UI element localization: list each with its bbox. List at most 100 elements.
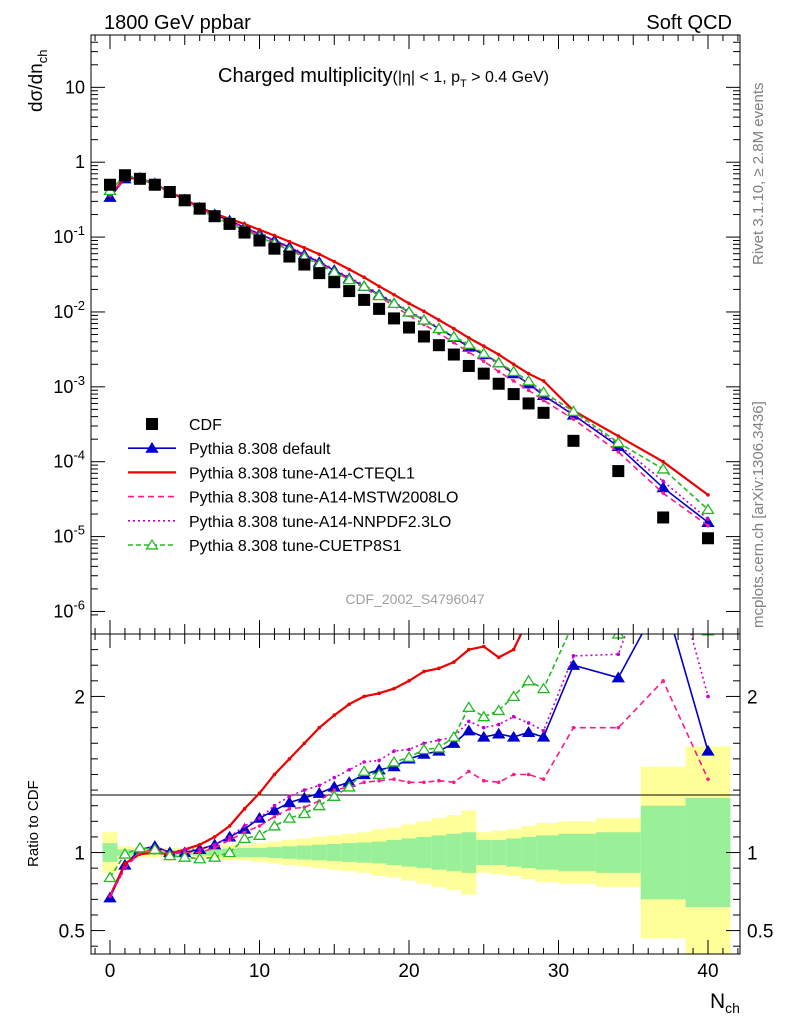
x-tick-label: 10 <box>249 961 270 982</box>
ratio-point-pythia-8-308-tune-a14-cteql1 <box>452 660 456 664</box>
main-cdf-point <box>567 434 580 447</box>
main-point-pythia-8-308-tune-a14-mstw2008lo <box>467 350 471 355</box>
ratio-point-pythia-8-308-default <box>658 590 669 599</box>
main-cdf-point <box>253 234 266 247</box>
ratio-point-pythia-8-308-tune-a14-mstw2008lo <box>377 778 381 783</box>
ratio-point-pythia-8-308-tune-a14-mstw2008lo <box>526 772 531 777</box>
ratio-point-pythia-8-308-tune-cuetp8s1 <box>372 768 386 780</box>
ratio-point-pythia-8-308-tune-a14-mstw2008lo <box>242 830 247 835</box>
ratio-point-pythia-8-308-tune-a14-cteql1 <box>272 772 277 777</box>
ratio-point-pythia-8-308-tune-cuetp8s1 <box>133 841 147 853</box>
ratio-point-pythia-8-308-default <box>611 671 625 683</box>
ratio-point-pythia-8-308-tune-a14-mstw2008lo <box>332 788 337 792</box>
ratio-point-pythia-8-308-tune-a14-nnpdf2-3lo <box>242 824 247 828</box>
band-green <box>356 842 372 863</box>
main-point-pythia-8-308-tune-cuetp8s1 <box>521 374 536 386</box>
ratio-point-pythia-8-308-default <box>297 791 312 803</box>
ratio-ylabel: Ratio to CDF <box>25 780 42 867</box>
ratio-point-pythia-8-308-tune-a14-nnpdf2-3lo <box>257 816 262 820</box>
main-point-pythia-8-308-tune-a14-cteql1 <box>496 352 501 357</box>
main-point-pythia-8-308-tune-a14-mstw2008lo <box>616 450 621 454</box>
ratio-point-pythia-8-308-default <box>447 737 461 748</box>
ratio-point-pythia-8-308-tune-a14-cteql1 <box>496 655 501 660</box>
main-cdf-point <box>358 293 371 306</box>
ratio-point-pythia-8-308-tune-a14-mstw2008lo <box>422 780 426 785</box>
mcplots-label: mcplots.cern.ch [arXiv:1306.3436] <box>750 401 767 628</box>
main-point-pythia-8-308-tune-a14-mstw2008lo <box>481 359 486 363</box>
main-point-pythia-8-308-tune-a14-mstw2008lo <box>571 417 576 421</box>
ratio-point-pythia-8-308-tune-a14-cteql1 <box>212 835 217 839</box>
legend: CDF Pythia 8.308 default Pythia 8.308 tune… <box>128 417 458 555</box>
ratio-point-pythia-8-308-tune-cuetp8s1 <box>297 807 312 819</box>
ratio-point-pythia-8-308-tune-cuetp8s1 <box>118 847 132 859</box>
ratio-point-pythia-8-308-tune-a14-nnpdf2-3lo <box>526 721 531 725</box>
main-point-pythia-8-308-tune-a14-cteql1 <box>332 259 337 264</box>
main-point-pythia-8-308-tune-a14-cteql1 <box>257 228 262 232</box>
ratio-point-pythia-8-308-tune-a14-cteql1 <box>481 644 486 649</box>
main-cdf-point <box>477 367 490 380</box>
main-cdf-point <box>522 397 535 410</box>
band-green <box>491 840 507 866</box>
ratio-tick-label-right: 0.5 <box>747 922 773 943</box>
band-green <box>102 843 118 862</box>
legend-marker <box>145 538 159 550</box>
main-cdf-point <box>298 258 311 271</box>
ratio-point-pythia-8-308-tune-cuetp8s1 <box>492 704 506 716</box>
main-point-pythia-8-308-tune-cuetp8s1 <box>342 273 356 285</box>
main-point-pythia-8-308-tune-a14-mstw2008lo <box>541 398 546 403</box>
main-point-pythia-8-308-tune-cuetp8s1 <box>372 289 386 301</box>
ratio-tick-label: 2 <box>74 687 85 708</box>
band-green <box>341 843 357 862</box>
ratio-point-pythia-8-308-tune-a14-mstw2008lo <box>407 780 411 785</box>
ratio-point-pythia-8-308-default <box>477 730 491 742</box>
main-point-pythia-8-308-tune-a14-nnpdf2-3lo <box>706 517 710 522</box>
x-tick-label: 0 <box>105 961 116 982</box>
ratio-point-pythia-8-308-tune-a14-mstw2008lo <box>616 725 621 730</box>
main-cdf-point <box>268 242 281 255</box>
main-cdf-point <box>507 388 520 401</box>
main-ylabel: dσ/dnch <box>26 50 50 112</box>
main-cdf-point <box>148 178 161 191</box>
ratio-point-pythia-8-308-tune-a14-mstw2008lo <box>481 778 486 783</box>
main-point-pythia-8-308-tune-cuetp8s1 <box>536 385 551 397</box>
main-point-pythia-8-308-tune-a14-cteql1 <box>362 275 366 280</box>
ratio-point-pythia-8-308-tune-a14-mstw2008lo <box>437 778 441 783</box>
ratio-point-pythia-8-308-tune-a14-mstw2008lo <box>706 777 710 781</box>
legend-label: Pythia 8.308 tune-CUETP8S1 <box>189 538 402 555</box>
main-point-pythia-8-308-tune-cuetp8s1 <box>327 265 341 277</box>
ratio-point-pythia-8-308-tune-a14-mstw2008lo <box>496 780 501 785</box>
ratio-point-pythia-8-308-tune-a14-mstw2008lo <box>511 772 516 777</box>
ratio-point-pythia-8-308-tune-a14-cteql1 <box>511 647 516 652</box>
y-tick-label: 10-5 <box>53 523 85 547</box>
ratio-point-pythia-8-308-tune-a14-nnpdf2-3lo <box>182 847 187 852</box>
ratio-point-pythia-8-308-tune-a14-mstw2008lo <box>452 780 456 785</box>
header-left: 1800 GeV ppbar <box>104 12 251 34</box>
ratio-point-pythia-8-308-tune-a14-cteql1 <box>527 617 531 621</box>
ratio-point-pythia-8-308-tune-cuetp8s1 <box>521 674 536 686</box>
band-green <box>476 840 492 866</box>
ratio-tick-label: 0.5 <box>59 922 85 943</box>
main-point-pythia-8-308-tune-a14-cteql1 <box>302 245 307 250</box>
band-green <box>506 838 522 867</box>
ratio-frame <box>90 633 741 955</box>
ratio-point-pythia-8-308-tune-a14-cteql1 <box>422 669 426 674</box>
main-cdf-point <box>133 172 146 185</box>
main-point-pythia-8-308-tune-a14-cteql1 <box>377 284 381 289</box>
ratio-point-pythia-8-308-tune-a14-cteql1 <box>257 791 262 796</box>
ratio-point-pythia-8-308-tune-a14-cteql1 <box>467 647 471 652</box>
y-tick-label: 1 <box>75 152 85 172</box>
ratio-point-pythia-8-308-tune-cuetp8s1 <box>312 799 326 811</box>
rivet-label: Rivet 3.1.10, ≥ 2.8M events <box>750 83 767 266</box>
main-line-pythia-8-308-tune-cuetp8s1 <box>109 174 709 511</box>
main-point-pythia-8-308-tune-a14-mstw2008lo <box>511 379 516 383</box>
ratio-point-pythia-8-308-tune-cuetp8s1 <box>207 851 222 862</box>
ratio-point-pythia-8-308-tune-cuetp8s1 <box>148 843 162 855</box>
ratio-point-pythia-8-308-tune-a14-nnpdf2-3lo <box>362 760 366 764</box>
main-point-pythia-8-308-tune-a14-cteql1 <box>392 292 396 297</box>
main-point-pythia-8-308-tune-a14-cteql1 <box>541 379 546 383</box>
band-green <box>371 841 387 864</box>
ratio-point-pythia-8-308-tune-a14-nnpdf2-3lo <box>467 719 471 724</box>
ratio-line-pythia-8-308-tune-a14-cteql1 <box>109 634 523 897</box>
main-point-pythia-8-308-tune-a14-mstw2008lo <box>496 369 501 374</box>
band-green <box>536 835 559 870</box>
